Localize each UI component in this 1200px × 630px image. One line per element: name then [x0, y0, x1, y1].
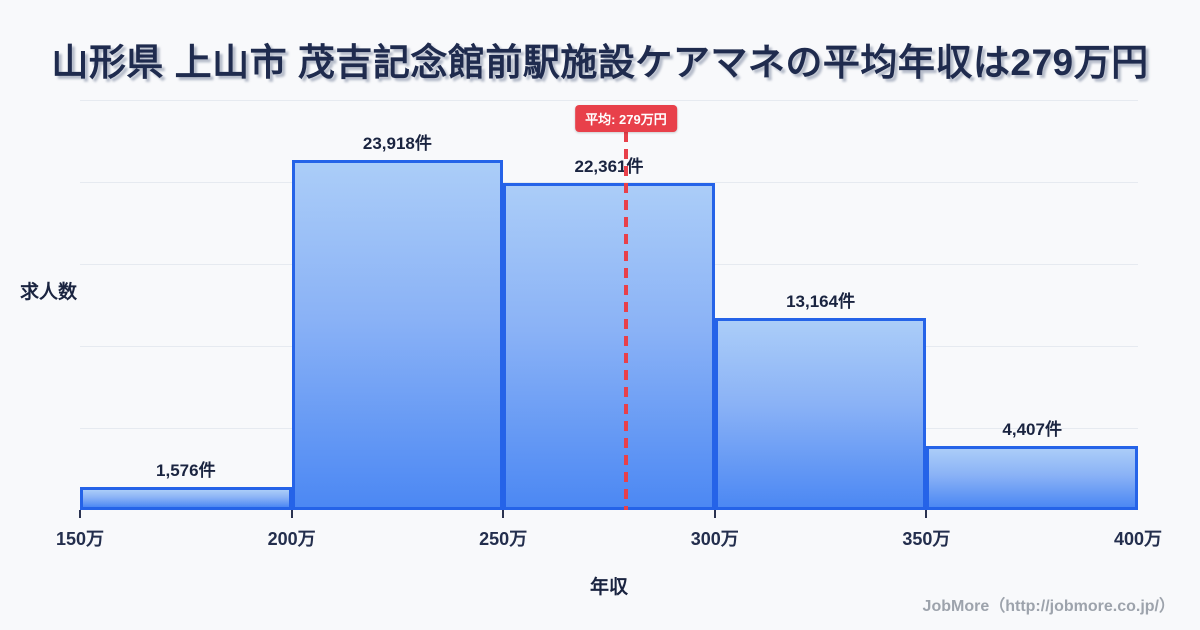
x-tick-mark [713, 510, 716, 518]
x-axis-label: 年収 [589, 577, 629, 598]
footer-credit: JobMore（http://jobmore.co.jp/） [922, 598, 1175, 615]
x-tick-mark [925, 510, 928, 518]
plot-area: 1,576件 23,918件 22,361件 13,164件 4,407件 150万 200… [56, 100, 1162, 549]
x-tick-label: 300万 [690, 529, 739, 549]
x-tick-label: 200万 [267, 529, 316, 549]
bar-value-label: 22,361件 [574, 157, 644, 177]
chart-title: 山形県 上山市 茂吉記念館前駅施設ケアマネの平均年収は279万円 [51, 42, 1149, 83]
bar-value-label: 1,576件 [156, 460, 216, 480]
bar-value-label: 13,164件 [786, 291, 856, 311]
x-tick-label: 350万 [902, 529, 951, 549]
x-tick-label: 150万 [55, 529, 105, 549]
histogram-bar [714, 317, 927, 510]
histogram-bar [926, 445, 1138, 510]
bar-value-label: 23,918件 [362, 134, 432, 154]
y-gridline [80, 182, 1138, 183]
average-badge: 平均: 279万円 [575, 105, 677, 132]
average-line [623, 132, 628, 510]
x-tick-mark [502, 510, 505, 518]
histogram-bar [503, 183, 715, 510]
x-tick-mark [79, 510, 81, 518]
x-tick-label: 400万 [1113, 529, 1163, 549]
x-tick-mark [290, 510, 293, 518]
bar-value-label: 4,407件 [1002, 419, 1062, 439]
histogram-bar [80, 486, 292, 510]
y-gridline [80, 100, 1138, 101]
histogram-bar [291, 160, 504, 510]
y-axis-label: 求人数 [20, 282, 78, 303]
x-tick-label: 250万 [479, 529, 528, 549]
